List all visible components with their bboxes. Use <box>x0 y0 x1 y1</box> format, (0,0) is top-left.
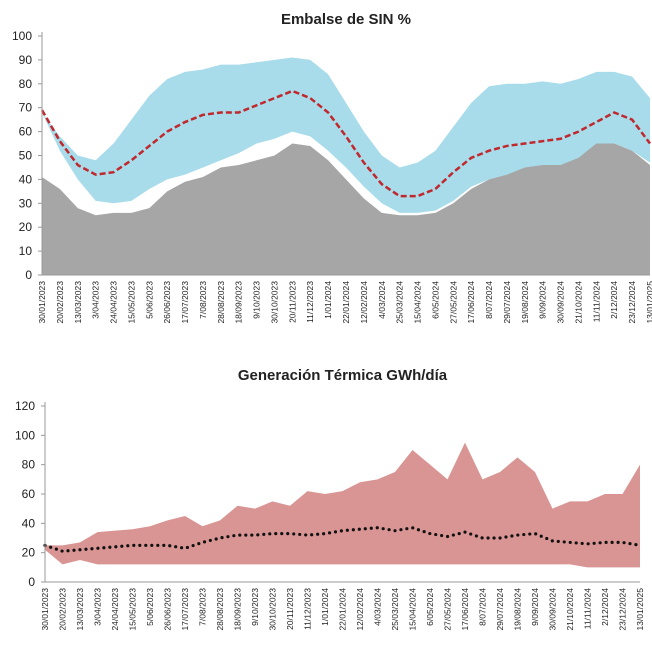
line <box>43 526 642 553</box>
y-tick-label: 0 <box>28 575 35 589</box>
x-tick-label: 30/10/2023 <box>269 281 279 324</box>
x-tick-label: 3/04/2023 <box>91 281 101 319</box>
x-tick-label: 20/02/2023 <box>55 281 65 324</box>
x-tick-label: 4/03/2024 <box>373 588 383 626</box>
x-tick-label: 30/01/2023 <box>40 588 50 631</box>
x-tick-label: 23/12/2024 <box>618 588 628 631</box>
chart-title: Generación Térmica GWh/día <box>238 367 448 384</box>
y-tick-label: 0 <box>25 268 32 282</box>
x-tick-label: 30/01/2023 <box>37 281 47 324</box>
y-tick-label: 80 <box>19 77 33 91</box>
x-tick-label: 29/07/2024 <box>502 281 512 324</box>
area <box>45 442 640 582</box>
x-tick-label: 11/12/2023 <box>303 588 313 630</box>
x-tick-label: 22/01/2024 <box>341 281 351 324</box>
x-tick-label: 9/09/2024 <box>538 281 548 319</box>
x-tick-label: 9/09/2024 <box>530 588 540 626</box>
x-tick-label: 21/10/2024 <box>565 588 575 631</box>
line <box>40 89 652 198</box>
x-tick-label: 15/04/2024 <box>413 281 423 324</box>
y-tick-label: 90 <box>19 53 33 67</box>
x-tick-label: 9/10/2023 <box>250 588 260 626</box>
x-tick-label: 28/08/2023 <box>215 588 225 631</box>
x-tick-label: 27/05/2024 <box>443 588 453 631</box>
x-tick-label: 4/03/2024 <box>377 281 387 319</box>
y-tick-label: 20 <box>22 546 36 560</box>
area <box>45 549 640 582</box>
x-tick-label: 26/06/2023 <box>163 588 173 631</box>
x-tick-label: 3/04/2023 <box>93 588 103 626</box>
y-tick-label: 120 <box>15 399 35 413</box>
x-tick-label: 22/01/2024 <box>338 588 348 631</box>
x-tick-label: 30/09/2024 <box>556 281 566 324</box>
x-tick-label: 7/08/2023 <box>198 588 208 626</box>
x-tick-label: 18/09/2023 <box>234 281 244 324</box>
x-tick-label: 25/03/2024 <box>390 588 400 631</box>
x-tick-label: 15/05/2023 <box>128 588 138 631</box>
y-tick-label: 70 <box>19 101 33 115</box>
x-tick-label: 8/07/2024 <box>484 281 494 319</box>
x-tick-label: 17/07/2023 <box>180 588 190 631</box>
y-tick-label: 100 <box>15 428 35 442</box>
x-tick-label: 18/09/2023 <box>233 588 243 631</box>
x-tick-label: 2/12/2024 <box>600 588 610 626</box>
x-tick-label: 20/11/2023 <box>287 281 297 323</box>
x-tick-label: 12/02/2024 <box>355 588 365 631</box>
x-tick-label: 28/08/2023 <box>216 281 226 324</box>
x-tick-label: 13/01/2025 <box>645 281 652 324</box>
x-tick-label: 9/10/2023 <box>252 281 262 319</box>
x-tick-label: 30/10/2023 <box>268 588 278 631</box>
x-tick-label: 11/11/2024 <box>583 588 593 630</box>
y-tick-label: 30 <box>19 196 33 210</box>
x-tick-label: 21/10/2024 <box>573 281 583 324</box>
x-tick-label: 20/02/2023 <box>58 588 68 631</box>
x-tick-label: 15/05/2023 <box>126 281 136 324</box>
x-tick-label: 26/06/2023 <box>162 281 172 324</box>
x-tick-label: 11/12/2023 <box>305 281 315 323</box>
x-tick-label: 27/05/2024 <box>448 281 458 324</box>
x-tick-label: 17/06/2024 <box>466 281 476 324</box>
area <box>42 143 650 275</box>
x-tick-label: 5/06/2023 <box>145 588 155 626</box>
x-tick-label: 13/03/2023 <box>75 588 85 631</box>
y-tick-label: 50 <box>19 149 33 163</box>
y-tick-label: 40 <box>19 172 33 186</box>
x-tick-label: 5/06/2023 <box>144 281 154 319</box>
y-tick-label: 100 <box>12 29 32 43</box>
y-tick-label: 60 <box>22 487 36 501</box>
x-tick-label: 24/04/2023 <box>110 588 120 631</box>
x-tick-label: 12/02/2024 <box>359 281 369 324</box>
x-tick-label: 8/07/2024 <box>478 588 488 626</box>
x-tick-label: 19/08/2024 <box>520 281 530 324</box>
x-tick-label: 15/04/2024 <box>408 588 418 631</box>
x-tick-label: 20/11/2023 <box>285 588 295 630</box>
x-tick-label: 6/05/2024 <box>425 588 435 626</box>
y-tick-label: 40 <box>22 516 36 530</box>
x-tick-label: 13/03/2023 <box>73 281 83 324</box>
x-tick-label: 25/03/2024 <box>395 281 405 324</box>
y-tick-label: 80 <box>22 458 36 472</box>
x-tick-label: 2/12/2024 <box>609 281 619 319</box>
y-tick-label: 10 <box>19 244 33 258</box>
x-tick-label: 6/05/2024 <box>430 281 440 319</box>
x-tick-label: 1/01/2024 <box>323 281 333 319</box>
x-tick-label: 1/01/2024 <box>320 588 330 626</box>
y-tick-label: 20 <box>19 220 33 234</box>
x-tick-label: 19/08/2024 <box>513 588 523 631</box>
x-tick-label: 17/06/2024 <box>460 588 470 631</box>
x-tick-label: 24/04/2023 <box>109 281 119 324</box>
x-tick-label: 7/08/2023 <box>198 281 208 319</box>
x-tick-label: 29/07/2024 <box>495 588 505 631</box>
x-tick-label: 17/07/2023 <box>180 281 190 324</box>
chart-title: Embalse de SIN % <box>281 11 411 28</box>
x-tick-label: 23/12/2024 <box>627 281 637 324</box>
x-tick-label: 13/01/2025 <box>635 588 645 631</box>
x-tick-label: 30/09/2024 <box>548 588 558 631</box>
x-tick-label: 11/11/2024 <box>591 281 601 323</box>
y-tick-label: 60 <box>19 125 33 139</box>
